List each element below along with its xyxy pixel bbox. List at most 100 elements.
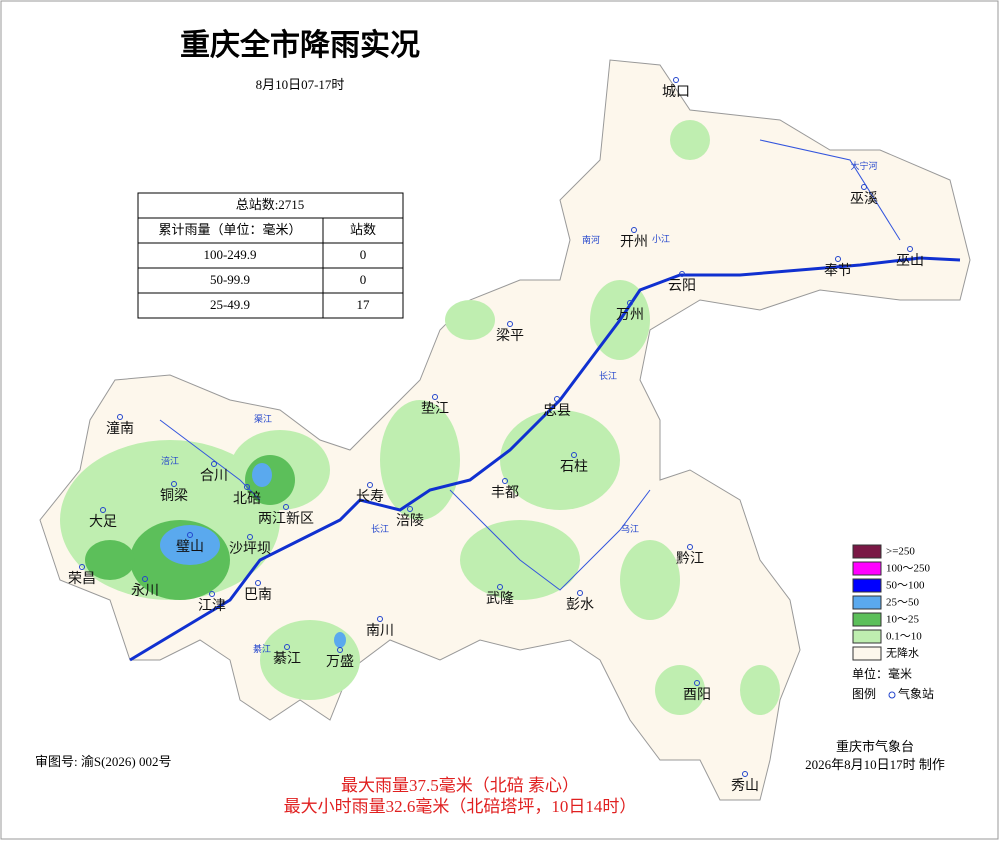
station [142, 576, 148, 582]
place-label: 涪陵 [396, 513, 424, 529]
table-cell: 0 [360, 247, 367, 262]
place-label: 南川 [366, 623, 394, 639]
legend-label: 0.1～10 [886, 631, 922, 643]
legend-unit: 单位：毫米 [852, 666, 912, 681]
river-label: 小江 [652, 234, 670, 244]
place-label: 酉阳 [683, 687, 711, 703]
approval: 审图号: 渝S(2026) 002号 [35, 754, 172, 769]
station [117, 414, 123, 420]
river-label: 渠江 [254, 413, 272, 424]
station [209, 591, 215, 597]
station [283, 504, 289, 510]
station [742, 771, 748, 777]
place-label: 开州 [620, 235, 648, 250]
legend-swatch [852, 612, 882, 627]
river-label: 南河 [582, 234, 600, 245]
station [367, 482, 373, 488]
legend-swatch [852, 629, 882, 644]
place-label: 丰都 [491, 485, 519, 501]
station [100, 507, 106, 513]
map [39, 59, 971, 801]
station [577, 590, 583, 596]
place-label: 垫江 [421, 401, 449, 417]
place-label: 巫山 [896, 253, 924, 269]
station [571, 452, 577, 458]
legend-label: 50～100 [886, 580, 925, 592]
place-label: 永川 [131, 583, 159, 599]
place-label: 云阳 [668, 278, 696, 294]
rivers-minor [759, 139, 901, 241]
legend-swatch [852, 561, 882, 576]
legend-label: 100～250 [886, 563, 930, 575]
note: 最大小时雨量32.6毫米（北碚塔坪，10日14时） [284, 797, 637, 816]
place-label: 城口 [662, 84, 690, 100]
place-label: 两江新区 [258, 511, 314, 527]
station [79, 564, 85, 570]
station [377, 616, 383, 622]
station [673, 77, 679, 83]
river-label: 乌江 [621, 523, 639, 534]
summary-table: 总站数:2715 累计雨量（单位：毫米） 站数 [137, 192, 404, 319]
place-label: 荣昌 [68, 571, 96, 587]
station [627, 300, 633, 306]
place-label: 綦江 [273, 651, 301, 667]
place-label: 长寿 [356, 488, 384, 505]
place-label: 彭水 [566, 597, 594, 613]
station [432, 394, 438, 400]
river-label: 涪江 [161, 455, 179, 466]
station [171, 481, 177, 487]
station [211, 461, 217, 467]
station [694, 680, 700, 686]
river-label: 綦江 [253, 643, 271, 654]
table-cell: 25-49.9 [210, 297, 250, 312]
table-cell: 17 [357, 297, 371, 312]
legend-label: 25～50 [886, 597, 919, 609]
agency: 重庆市气象台 [836, 739, 914, 754]
place-label: 巴南 [244, 587, 272, 603]
legend-label: 图例 [852, 687, 876, 701]
station [631, 227, 637, 233]
station [835, 256, 841, 262]
station [554, 396, 560, 402]
place-label: 江津 [198, 598, 226, 614]
rivers-minor [159, 419, 261, 501]
place-label: 梁平 [496, 328, 524, 344]
place-label: 合川 [200, 468, 228, 484]
station [284, 644, 290, 650]
subtitle: 8月10日07-17时 [256, 77, 345, 92]
place-label: 巫溪 [850, 191, 878, 207]
station [907, 246, 913, 252]
station [507, 321, 513, 327]
place-label: 石柱 [560, 459, 588, 475]
station [244, 484, 250, 490]
station [407, 506, 413, 512]
place-label: 潼南 [106, 420, 134, 437]
station [687, 544, 693, 550]
legend-swatch [852, 595, 882, 610]
station [502, 478, 508, 484]
title: 重庆全市降雨实况 [180, 28, 420, 62]
table-cell: 0 [360, 272, 367, 287]
station [187, 532, 193, 538]
place-label: 忠县 [543, 403, 571, 419]
table-header: 站数 [350, 222, 376, 237]
table-header: 累计雨量（单位：毫米） [158, 222, 301, 237]
made-time: 2026年8月10日17时 制作 [805, 757, 945, 772]
river-label: 大宁河 [850, 160, 877, 171]
legend-swatch [852, 544, 882, 559]
place-label: 大足 [89, 514, 117, 530]
station [497, 584, 503, 590]
station-symbol [888, 691, 896, 699]
note: 最大雨量37.5毫米（北碚 素心） [341, 776, 579, 795]
rain-areas-storm [160, 463, 346, 648]
place-label: 北碚 [233, 491, 261, 507]
station [337, 647, 343, 653]
legend: >=250 100～250 50～100 25～50 10～25 0.1～10 无降水 [852, 544, 930, 661]
legend-swatch [852, 578, 882, 593]
table-cell: 100-249.9 [203, 247, 256, 262]
place-label: 万盛 [326, 654, 354, 670]
place-label: 铜梁 [160, 488, 188, 504]
river-label: 长江 [371, 523, 389, 534]
place-label: 武隆 [486, 591, 514, 607]
